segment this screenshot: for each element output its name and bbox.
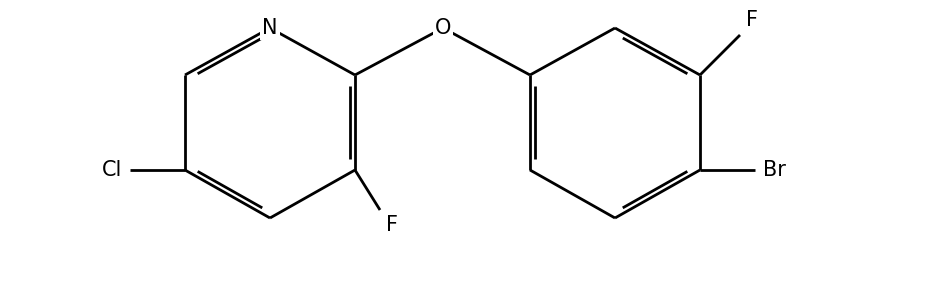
Text: Cl: Cl	[101, 160, 122, 180]
Text: F: F	[746, 10, 758, 30]
Text: O: O	[435, 18, 451, 38]
Text: N: N	[262, 18, 278, 38]
Text: F: F	[386, 215, 398, 235]
Text: Br: Br	[763, 160, 786, 180]
